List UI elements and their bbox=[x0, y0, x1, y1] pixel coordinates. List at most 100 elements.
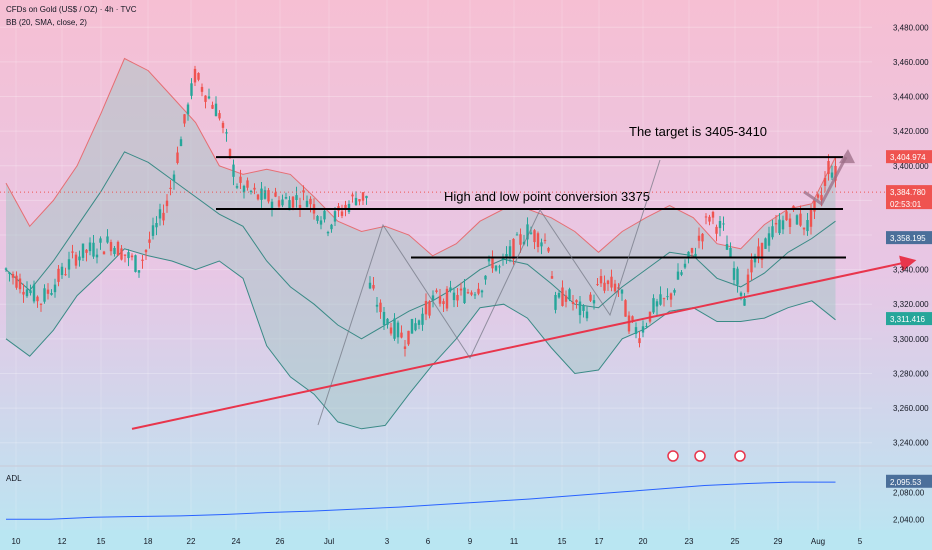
candle-body bbox=[669, 293, 673, 300]
candle-body bbox=[820, 194, 823, 201]
candle-body bbox=[620, 289, 624, 294]
price-tag-basis: 3,358.195 bbox=[890, 234, 926, 243]
adl-tick: 2,040.00 bbox=[893, 515, 925, 524]
candle-body bbox=[81, 243, 85, 258]
candle-body bbox=[151, 225, 155, 236]
candle-body bbox=[74, 254, 78, 266]
candle-body bbox=[799, 213, 802, 226]
candle-body bbox=[190, 83, 193, 96]
candle-body bbox=[260, 188, 263, 200]
price-tick: 3,320.000 bbox=[893, 300, 929, 309]
candle-body bbox=[624, 300, 627, 317]
candle-body bbox=[144, 249, 148, 253]
candle-body bbox=[722, 223, 725, 225]
time-axis-background bbox=[0, 530, 932, 550]
candle-body bbox=[613, 283, 617, 292]
price-tick: 3,260.000 bbox=[893, 404, 929, 413]
candle-body bbox=[130, 255, 134, 258]
candle-body bbox=[470, 292, 473, 295]
time-tick: 15 bbox=[97, 537, 106, 546]
lower-band-line bbox=[5, 248, 836, 430]
candle-body bbox=[277, 200, 281, 207]
candle-body bbox=[736, 268, 739, 285]
basis-line bbox=[5, 151, 836, 340]
candle-body bbox=[319, 220, 323, 225]
candle-body bbox=[421, 313, 424, 325]
candle-body bbox=[487, 259, 491, 262]
candle-body bbox=[795, 215, 799, 225]
time-tick: 20 bbox=[639, 537, 648, 546]
candle-body bbox=[568, 289, 571, 300]
candle-body bbox=[228, 149, 232, 158]
candle-body bbox=[571, 301, 575, 304]
candle-body bbox=[463, 287, 466, 304]
candle-body bbox=[375, 304, 379, 307]
candle-body bbox=[708, 216, 711, 222]
candle-body bbox=[680, 272, 683, 275]
trend-line[interactable] bbox=[131, 255, 917, 430]
time-axis[interactable]: 10 12 15 18 22 24 26 Jul 3 6 9 11 15 17 20 23 25 29 Aug 5 bbox=[12, 537, 863, 546]
candle-body bbox=[400, 332, 403, 338]
candle-body bbox=[88, 242, 92, 252]
candle-body bbox=[134, 255, 137, 272]
horizontal-levels[interactable] bbox=[131, 149, 917, 430]
candle-body bbox=[309, 198, 312, 205]
candle-body bbox=[764, 238, 767, 249]
candle-body bbox=[60, 266, 64, 276]
candle-body bbox=[452, 292, 456, 301]
candle-body bbox=[169, 187, 172, 189]
candle-body bbox=[778, 219, 781, 234]
projection-arrow[interactable] bbox=[803, 156, 848, 207]
economic-event-icon bbox=[734, 450, 746, 462]
candle-body bbox=[424, 300, 428, 315]
candle-body bbox=[442, 301, 445, 305]
adl-value-tag: 2,095.53 bbox=[890, 478, 922, 487]
time-tick: 17 bbox=[595, 537, 604, 546]
candle-body bbox=[526, 224, 529, 240]
candle-body bbox=[459, 288, 463, 291]
candle-body bbox=[389, 327, 393, 334]
candle-body bbox=[806, 220, 809, 232]
annotations: The target is 3405-3410 High and low poin… bbox=[444, 124, 767, 204]
price-tick: 3,400.000 bbox=[893, 162, 929, 171]
candle-body bbox=[561, 287, 564, 306]
candle-body bbox=[760, 242, 764, 260]
candle-body bbox=[53, 284, 57, 293]
time-tick: 24 bbox=[232, 537, 241, 546]
price-tick: 3,300.000 bbox=[893, 335, 929, 344]
candle-body bbox=[676, 271, 680, 280]
candle-body bbox=[536, 233, 540, 248]
candle-body bbox=[484, 275, 487, 280]
candle-body bbox=[753, 255, 757, 263]
adl-label: ADL bbox=[6, 474, 22, 483]
candle-body bbox=[99, 238, 102, 243]
annotation-conversion: High and low point conversion 3375 bbox=[444, 189, 650, 204]
candle-body bbox=[732, 268, 736, 280]
candle-body bbox=[687, 251, 690, 258]
candle-body bbox=[232, 164, 235, 177]
candle-body bbox=[802, 227, 806, 230]
candle-body bbox=[585, 311, 589, 319]
candle-body bbox=[704, 216, 708, 218]
candle-body bbox=[354, 197, 358, 206]
candle-body bbox=[396, 322, 400, 338]
candle-body bbox=[85, 249, 88, 253]
candle-body bbox=[148, 239, 151, 243]
time-tick: 10 bbox=[12, 537, 21, 546]
candle-body bbox=[344, 204, 347, 209]
candle-body bbox=[197, 73, 200, 80]
candle-body bbox=[253, 187, 256, 190]
candle-body bbox=[267, 190, 270, 202]
candle-body bbox=[606, 280, 610, 285]
upper-band-line bbox=[5, 57, 836, 257]
zigzag-pattern[interactable] bbox=[317, 159, 661, 426]
candle-body bbox=[725, 244, 729, 250]
candle-body bbox=[557, 293, 561, 298]
candle-body bbox=[302, 190, 305, 193]
candle-body bbox=[235, 186, 239, 188]
adl-tick: 2,080.00 bbox=[893, 488, 925, 497]
candle-body bbox=[512, 238, 515, 260]
candle-body bbox=[414, 323, 417, 331]
